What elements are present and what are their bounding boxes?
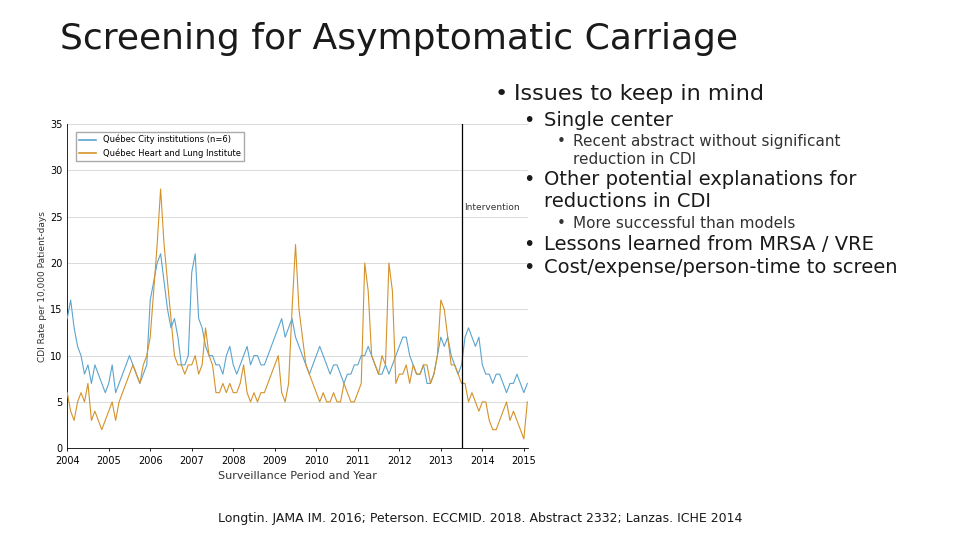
- Text: •: •: [557, 134, 565, 149]
- Text: •: •: [523, 235, 535, 254]
- Text: Other potential explanations for
reductions in CDI: Other potential explanations for reducti…: [544, 170, 857, 211]
- Text: Intervention: Intervention: [464, 203, 519, 212]
- Text: •: •: [523, 111, 535, 130]
- X-axis label: Surveillance Period and Year: Surveillance Period and Year: [218, 471, 377, 481]
- Text: Lessons learned from MRSA / VRE: Lessons learned from MRSA / VRE: [544, 235, 875, 254]
- Text: Issues to keep in mind: Issues to keep in mind: [514, 84, 763, 104]
- Text: •: •: [523, 259, 535, 278]
- Text: Recent abstract without significant
reduction in CDI: Recent abstract without significant redu…: [573, 134, 841, 167]
- Text: Cost/expense/person-time to screen: Cost/expense/person-time to screen: [544, 259, 898, 278]
- Text: Single center: Single center: [544, 111, 673, 130]
- Text: Longtin. JAMA IM. 2016; Peterson. ECCMID. 2018. Abstract 2332; Lanzas. ICHE 2014: Longtin. JAMA IM. 2016; Peterson. ECCMID…: [218, 512, 742, 525]
- Legend: Québec City institutions (n=6), Québec Heart and Lung Institute: Québec City institutions (n=6), Québec H…: [76, 132, 244, 161]
- Text: •: •: [557, 215, 565, 231]
- Y-axis label: CDI Rate per 10,000 Patient-days: CDI Rate per 10,000 Patient-days: [38, 211, 47, 362]
- Text: •: •: [494, 84, 508, 104]
- Text: •: •: [523, 170, 535, 190]
- Text: More successful than models: More successful than models: [573, 215, 796, 231]
- Text: Screening for Asymptomatic Carriage: Screening for Asymptomatic Carriage: [60, 22, 738, 56]
